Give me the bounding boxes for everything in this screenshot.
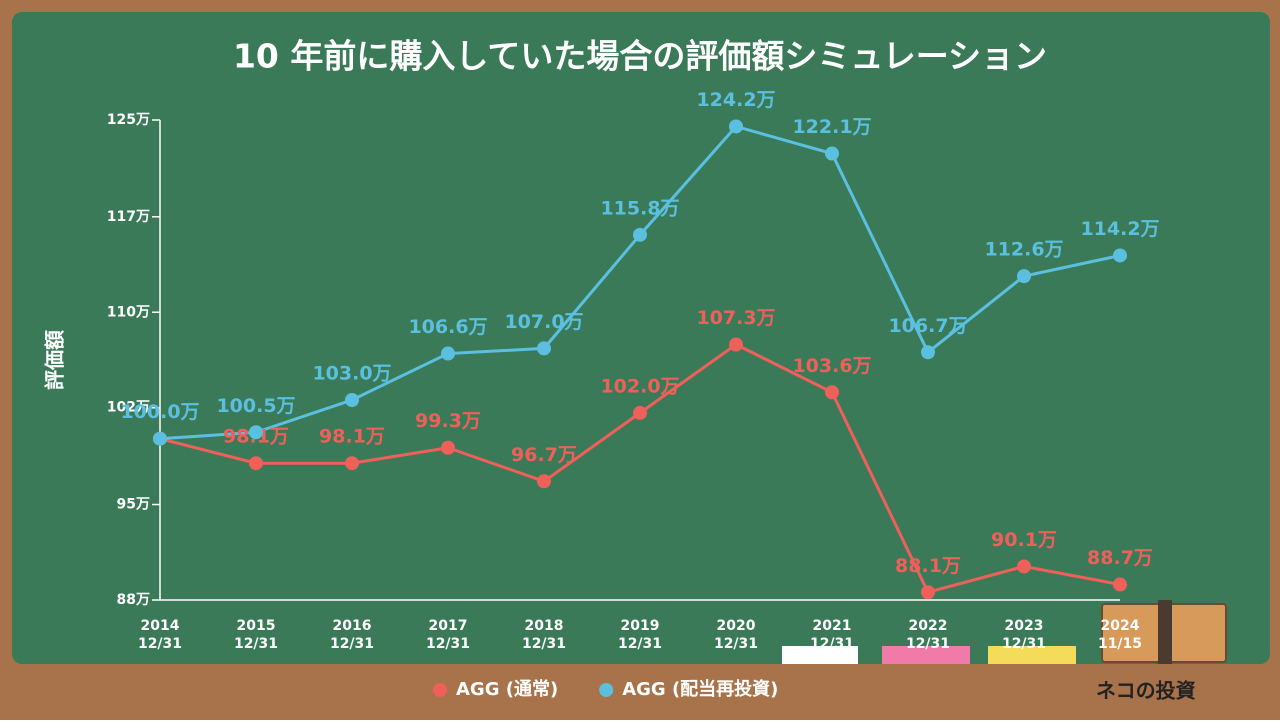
x-tick-date: 11/15 <box>1098 636 1142 652</box>
board <box>12 12 1270 664</box>
x-tick-label: 2020 <box>717 618 756 634</box>
point <box>249 425 263 440</box>
chalk <box>882 646 970 664</box>
y-tick-label: 102万 <box>107 400 150 416</box>
x-tick-date: 12/31 <box>1002 636 1046 652</box>
data-label: 115.8万 <box>600 197 679 219</box>
x-tick-label: 2022 <box>909 618 948 634</box>
point <box>1113 248 1127 263</box>
point <box>1113 577 1127 592</box>
x-tick-date: 12/31 <box>426 636 470 652</box>
data-label: 122.1万 <box>792 116 871 138</box>
data-label: 114.2万 <box>1080 218 1159 240</box>
point <box>921 345 935 360</box>
chalk <box>988 646 1076 664</box>
data-label: 100.5万 <box>216 395 295 417</box>
x-tick-date: 12/31 <box>906 636 950 652</box>
legend: AGG (通常) AGG (配当再投資) <box>433 678 778 700</box>
x-tick-label: 2016 <box>333 618 372 634</box>
point <box>633 227 647 242</box>
point <box>729 337 743 352</box>
x-tick-label: 2024 <box>1101 618 1140 634</box>
data-label: 90.1万 <box>991 529 1057 551</box>
data-label: 103.6万 <box>792 355 871 377</box>
x-tick-label: 2018 <box>525 618 564 634</box>
chart-title: 10 年前に購入していた場合の評価額シミュレーション <box>233 37 1047 76</box>
data-label: 102.0万 <box>600 375 679 397</box>
data-label: 106.7万 <box>888 315 967 337</box>
data-label: 88.7万 <box>1087 547 1153 569</box>
point <box>249 456 263 471</box>
point <box>825 385 839 400</box>
data-label: 107.0万 <box>504 311 583 333</box>
y-tick-label: 88万 <box>117 592 150 608</box>
data-label: 103.0万 <box>312 363 391 385</box>
chalk <box>782 646 858 664</box>
y-tick-label: 95万 <box>117 497 150 513</box>
data-label: 98.1万 <box>319 426 385 448</box>
y-tick-label: 125万 <box>107 112 150 128</box>
point <box>825 146 839 161</box>
x-tick-label: 2014 <box>141 618 180 634</box>
data-label: 99.3万 <box>415 410 481 432</box>
x-tick-date: 12/31 <box>618 636 662 652</box>
legend-marker <box>433 683 447 697</box>
eraser <box>1101 600 1227 664</box>
point <box>729 119 743 134</box>
data-label: 88.1万 <box>895 555 961 577</box>
legend-label: AGG (配当再投資) <box>622 678 778 700</box>
point <box>345 393 359 407</box>
y-axis-label: 評価額 <box>43 330 67 390</box>
y-tick-label: 110万 <box>107 304 150 320</box>
x-tick-label: 2021 <box>813 618 852 634</box>
x-tick-label: 2019 <box>621 618 660 634</box>
x-tick-label: 2023 <box>1005 618 1044 634</box>
legend-label: AGG (通常) <box>456 678 558 700</box>
x-tick-label: 2017 <box>429 618 468 634</box>
x-tick-date: 12/31 <box>138 636 182 652</box>
point <box>1017 559 1031 574</box>
brand: ネコの投資 <box>1096 679 1196 703</box>
x-tick-label: 2015 <box>237 618 276 634</box>
data-label: 112.6万 <box>984 239 1063 261</box>
x-tick-date: 12/31 <box>330 636 374 652</box>
point <box>633 405 647 420</box>
data-label: 96.7万 <box>511 444 577 466</box>
point <box>537 474 551 489</box>
data-label: 106.6万 <box>408 316 487 338</box>
point <box>441 440 455 455</box>
legend-marker <box>599 683 614 697</box>
x-tick-date: 12/31 <box>234 636 278 652</box>
point <box>345 456 359 471</box>
point <box>441 346 455 361</box>
x-tick-date: 12/31 <box>714 636 758 652</box>
x-tick-date: 12/31 <box>522 636 566 652</box>
plot: 88万 95万 102万 110万 117万 125万 2014 12/31 2015 12/31… <box>107 89 1160 700</box>
point <box>921 585 935 600</box>
x-tick-date: 12/31 <box>810 636 854 652</box>
data-label: 107.3万 <box>696 307 775 329</box>
point <box>1017 269 1031 284</box>
point <box>537 341 551 356</box>
y-tick-label: 117万 <box>107 209 150 225</box>
point <box>153 431 167 446</box>
data-label: 100.0万 <box>120 401 199 423</box>
data-label: 124.2万 <box>696 89 775 111</box>
